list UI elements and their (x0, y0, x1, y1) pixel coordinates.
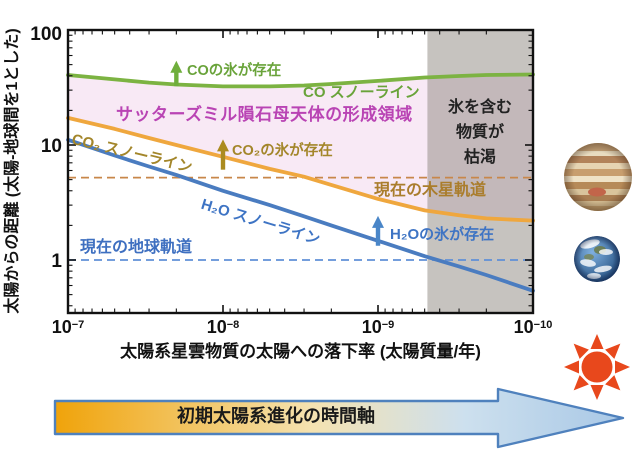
y-tick-10: 10 (40, 136, 62, 157)
formation-region-label: サッターズミル隕石母天体の形成領域 (116, 105, 413, 124)
jupiter-orbit-label: 現在の木星軌道 (374, 182, 487, 199)
earth-orbit-label: 現在の地球軌道 (80, 239, 193, 256)
depleted-region-label: 氷を含む 物質が 枯渇 (447, 99, 512, 166)
h2o-ice-label: H₂Oの氷が存在 (390, 226, 495, 243)
co-ice-label: COの氷が存在 (187, 63, 282, 79)
y-tick-100: 100 (30, 24, 62, 45)
x-tick-1e-8: 10−8 (206, 317, 240, 337)
y-tick-1: 1 (51, 251, 62, 272)
earth-image (574, 236, 620, 282)
sun-icon (564, 334, 630, 400)
y-axis-title: 太陽からの距離 (太陽-地球間を1とした) (4, 28, 21, 314)
x-tick-1e-9: 10−9 (361, 317, 395, 337)
timeline-arrow (53, 387, 625, 449)
timeline-label: 初期太陽系進化の時間軸 (177, 406, 375, 426)
x-tick-1e-7: 10−7 (51, 317, 85, 337)
x-axis-title: 太陽系星雲物質の太陽への落下率 (太陽質量/年) (120, 342, 481, 361)
jupiter-image (564, 143, 632, 211)
x-tick-1e-10: 10−10 (513, 317, 553, 337)
co-snowline-label: CO スノーライン (303, 84, 420, 101)
co2-ice-label: CO₂の氷が存在 (232, 143, 333, 159)
